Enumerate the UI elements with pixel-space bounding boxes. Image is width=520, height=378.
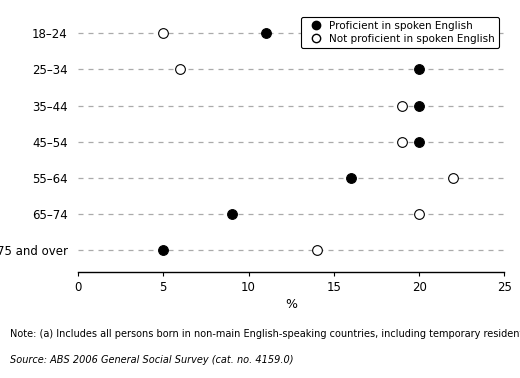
Point [176,66,185,72]
Text: Source: ABS 2006 General Social Survey (cat. no. 4159.0): Source: ABS 2006 General Social Survey (… [10,355,294,365]
Text: Note: (a) Includes all persons born in non-main English-speaking countries, incl: Note: (a) Includes all persons born in n… [10,329,520,339]
Point [415,66,423,72]
Legend: Proficient in spoken English, Not proficient in spoken English: Proficient in spoken English, Not profic… [301,17,499,48]
Point [347,175,355,181]
Point [449,175,458,181]
Point [159,30,167,36]
Point [398,139,406,145]
Point [262,30,270,36]
Point [398,102,406,108]
Point [415,102,423,108]
Point [415,211,423,217]
Point [159,248,167,254]
Point [313,248,321,254]
Point [415,139,423,145]
X-axis label: %: % [285,298,297,311]
Point [227,211,236,217]
